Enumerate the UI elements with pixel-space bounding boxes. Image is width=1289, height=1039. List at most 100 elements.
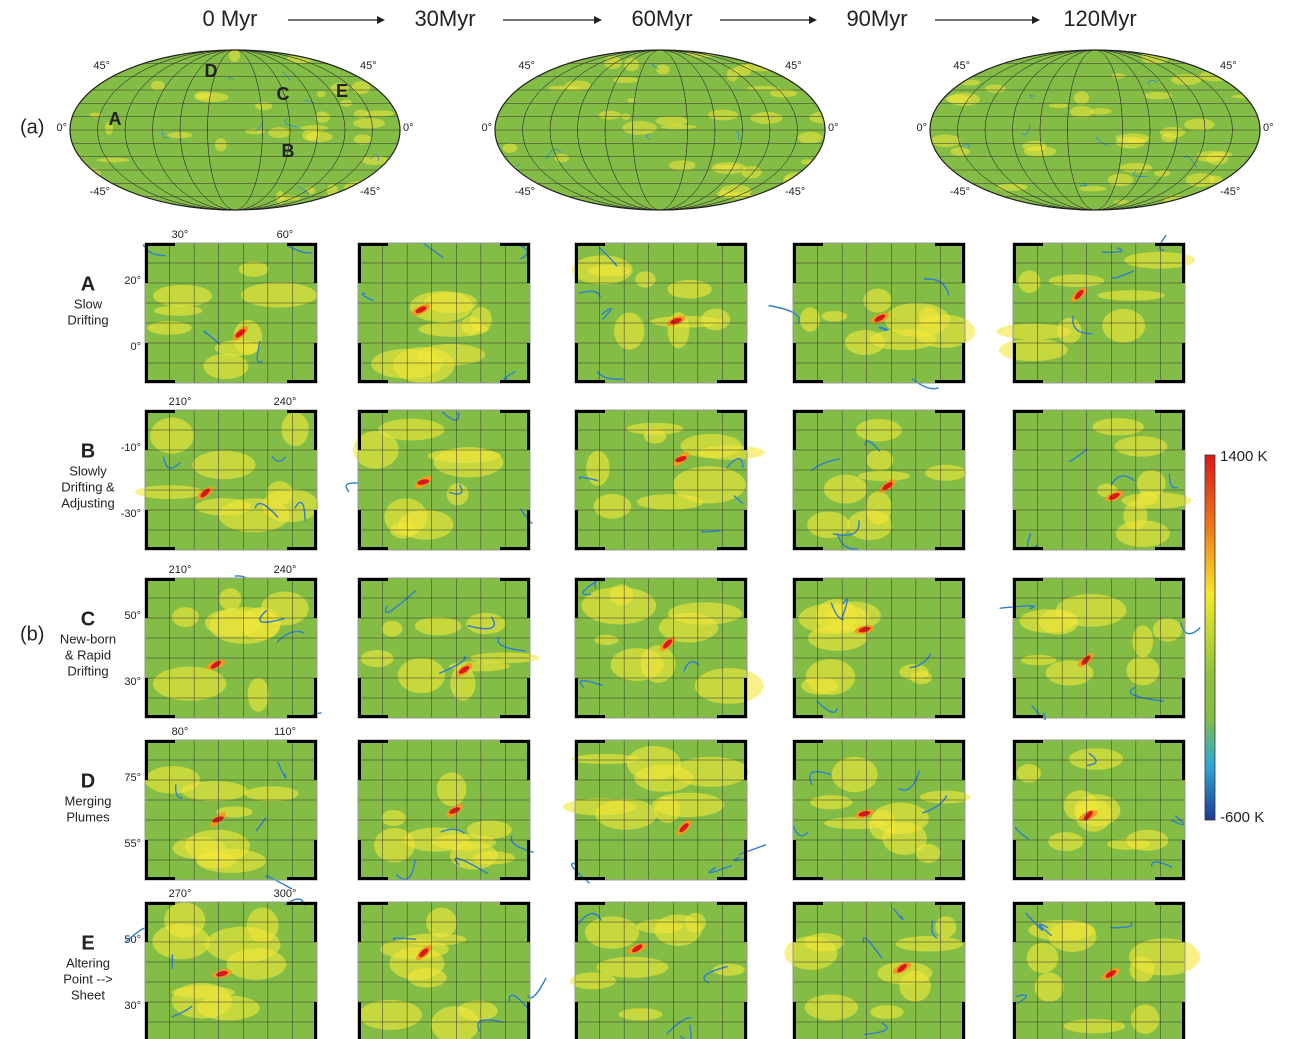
snapshot-panel (135, 410, 318, 550)
hot-region (164, 902, 205, 938)
lon-label: 210° (169, 396, 192, 408)
hot-region (585, 916, 639, 949)
hot-region (382, 621, 403, 637)
hot-region (150, 418, 194, 454)
frame-corner (575, 740, 578, 780)
frame-corner (500, 740, 530, 743)
frame-corner (287, 902, 317, 905)
snapshot-panel (1013, 410, 1192, 550)
frame-corner (314, 840, 317, 880)
arrow-head (377, 16, 385, 24)
frame-corner (575, 410, 578, 450)
frame-corner (575, 243, 605, 246)
lon-label: 300° (274, 888, 297, 900)
map-lat-label: 45° (953, 60, 970, 72)
frame-corner (575, 410, 605, 413)
map-lat-label: 45° (1220, 60, 1237, 72)
hot-region (192, 451, 255, 480)
hot-region (1056, 594, 1126, 627)
frame-corner (793, 902, 823, 905)
row-description: Plumes (66, 809, 110, 824)
frame-corner (145, 578, 148, 618)
cold-sheet (89, 44, 99, 54)
frame-corner (145, 740, 148, 780)
hot-region (1126, 830, 1168, 851)
hot-region (866, 449, 893, 470)
frame-corner (1013, 578, 1043, 581)
hot-region (1171, 74, 1202, 85)
frame-corner (500, 243, 530, 246)
hot-region (945, 95, 970, 103)
frame-corner (1155, 715, 1185, 718)
frame-corner (793, 510, 796, 550)
hot-region (120, 200, 144, 211)
snapshot-panel (145, 576, 322, 718)
hot-region (770, 89, 797, 97)
timeline-label: 60Myr (631, 6, 692, 31)
hot-region (824, 817, 886, 829)
hot-region (97, 158, 130, 162)
hot-region (999, 339, 1068, 361)
hot-region (1102, 309, 1145, 343)
frame-corner (717, 715, 747, 718)
colorbar-max-label: 1400 K (1220, 448, 1268, 465)
lat-label: 0° (130, 341, 141, 353)
snapshot-panel (563, 740, 766, 883)
hot-region (219, 588, 241, 610)
hot-region (931, 135, 961, 147)
hot-region (985, 85, 1006, 93)
plume-marker: C (277, 84, 290, 104)
frame-corner (145, 547, 175, 550)
cold-sheet (779, 56, 784, 65)
frame-corner (744, 1002, 747, 1039)
hot-region (1049, 103, 1068, 108)
hot-region (62, 194, 78, 200)
map-lat-label: 0° (828, 122, 839, 134)
frame-corner (717, 410, 747, 413)
snapshot-panel (996, 235, 1195, 383)
hot-region (832, 757, 878, 792)
hot-region (614, 313, 644, 350)
frame-corner (527, 740, 530, 780)
hot-region (926, 72, 955, 84)
map-lat-label: 45° (360, 60, 377, 72)
frame-corner (744, 243, 747, 283)
map-lat-label: -45° (90, 186, 110, 198)
hot-region (673, 757, 749, 787)
hot-region (708, 110, 738, 121)
hot-region (219, 498, 290, 532)
frame-corner (1013, 410, 1016, 450)
hot-region (1079, 186, 1106, 191)
frame-corner (358, 840, 361, 880)
hot-region (870, 1005, 904, 1019)
hot-region (656, 116, 688, 126)
hot-region (644, 428, 666, 443)
row-description: Slow (74, 296, 103, 311)
frame-corner (575, 715, 605, 718)
hot-region (215, 138, 227, 151)
row-letter: B (81, 440, 95, 462)
frame-corner (1182, 243, 1185, 283)
frame-corner (717, 547, 747, 550)
row-description: & Rapid (65, 647, 111, 662)
hot-region (805, 994, 858, 1020)
frame-corner (358, 578, 388, 581)
hot-region (415, 617, 462, 635)
frame-corner (793, 380, 823, 383)
hot-region (1114, 436, 1167, 457)
frame-corner (358, 410, 388, 413)
frame-corner (314, 578, 317, 618)
hot-region (543, 57, 559, 67)
hot-region (863, 289, 892, 313)
timeline-label: 120Myr (1063, 6, 1136, 31)
cold-sheet (346, 483, 358, 492)
frame-corner (500, 410, 530, 413)
frame-corner (1182, 510, 1185, 550)
lat-label: 20° (124, 275, 141, 287)
hot-region (226, 948, 286, 979)
row-description: Adjusting (61, 495, 114, 510)
frame-corner (145, 343, 148, 383)
hot-region (1021, 655, 1057, 665)
frame-corner (358, 740, 361, 780)
row-description: Slowly (69, 463, 107, 478)
